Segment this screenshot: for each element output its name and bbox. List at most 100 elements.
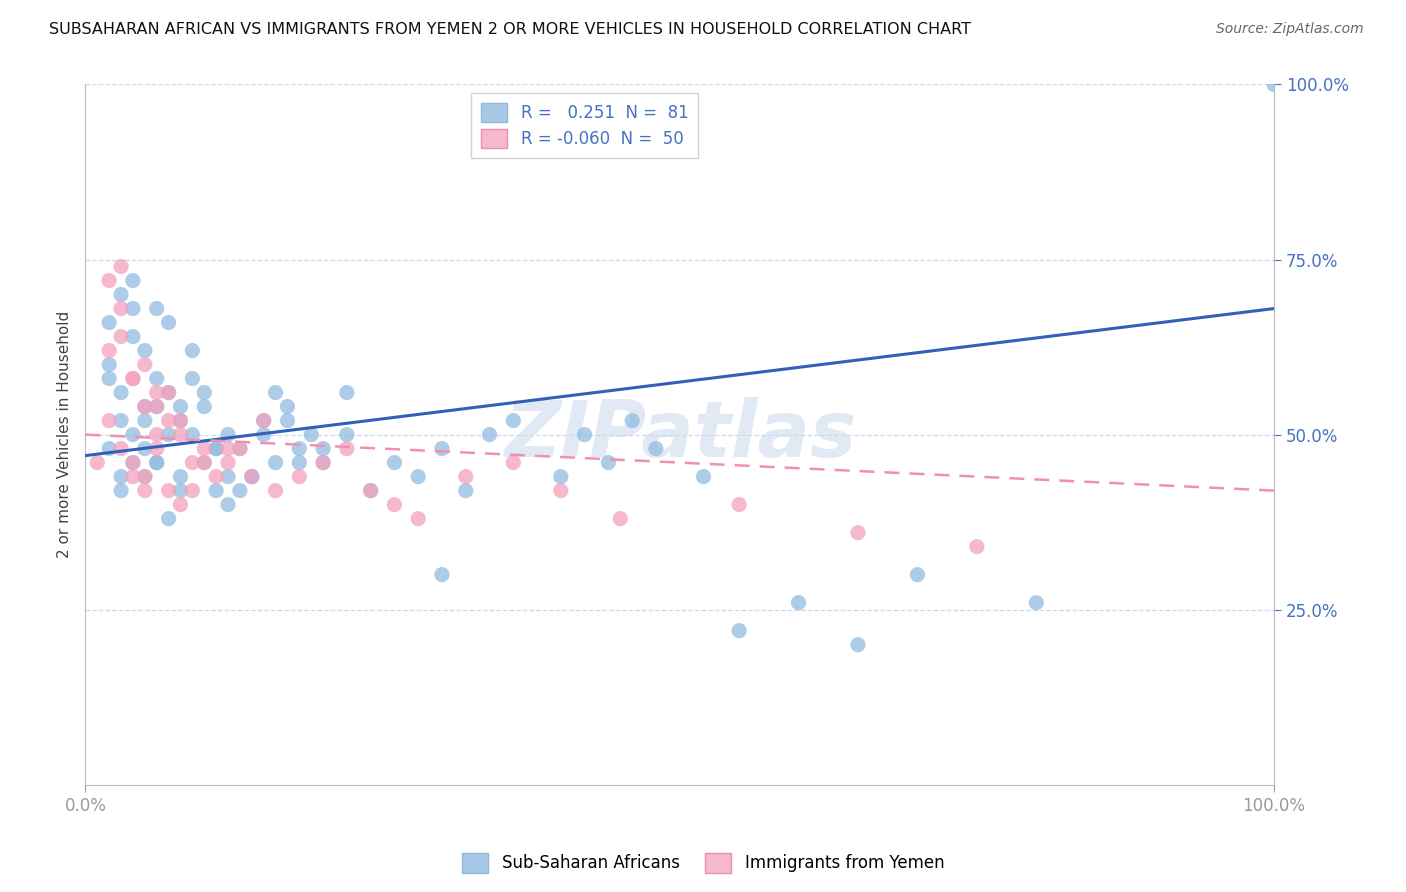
Point — [384, 456, 406, 470]
Point — [728, 624, 751, 638]
Point — [157, 385, 180, 400]
Point — [169, 414, 191, 428]
Point — [787, 596, 810, 610]
Point — [193, 442, 215, 456]
Text: ZIPatlas: ZIPatlas — [503, 397, 856, 473]
Point — [110, 442, 132, 456]
Point — [181, 456, 204, 470]
Point — [98, 371, 121, 385]
Point — [312, 442, 335, 456]
Point — [145, 400, 167, 414]
Point — [134, 343, 156, 358]
Point — [846, 525, 869, 540]
Point — [205, 442, 228, 456]
Legend: Sub-Saharan Africans, Immigrants from Yemen: Sub-Saharan Africans, Immigrants from Ye… — [456, 847, 950, 880]
Point — [598, 456, 620, 470]
Point — [134, 358, 156, 372]
Point — [336, 385, 359, 400]
Point — [692, 469, 714, 483]
Point — [181, 483, 204, 498]
Point — [253, 414, 276, 428]
Point — [145, 456, 167, 470]
Point — [169, 483, 191, 498]
Point — [288, 442, 311, 456]
Point — [406, 469, 429, 483]
Point — [98, 316, 121, 330]
Point — [145, 301, 167, 316]
Point — [336, 427, 359, 442]
Point — [574, 427, 596, 442]
Point — [276, 400, 298, 414]
Point — [1025, 596, 1047, 610]
Point — [169, 427, 191, 442]
Point — [145, 427, 167, 442]
Point — [966, 540, 988, 554]
Point — [430, 442, 453, 456]
Point — [193, 456, 215, 470]
Point — [169, 400, 191, 414]
Point — [145, 385, 167, 400]
Point — [193, 400, 215, 414]
Point — [253, 427, 276, 442]
Point — [454, 483, 477, 498]
Point — [110, 260, 132, 274]
Point — [122, 329, 145, 343]
Point — [384, 498, 406, 512]
Point — [276, 414, 298, 428]
Point — [122, 469, 145, 483]
Point — [240, 469, 263, 483]
Point — [134, 469, 156, 483]
Point — [846, 638, 869, 652]
Point — [217, 427, 239, 442]
Point — [169, 498, 191, 512]
Point — [145, 456, 167, 470]
Point — [240, 469, 263, 483]
Point — [169, 469, 191, 483]
Point — [299, 427, 322, 442]
Point — [1263, 78, 1285, 92]
Point — [288, 456, 311, 470]
Point — [181, 343, 204, 358]
Point — [145, 400, 167, 414]
Point — [134, 483, 156, 498]
Point — [406, 511, 429, 525]
Point — [98, 442, 121, 456]
Point — [205, 469, 228, 483]
Point — [122, 456, 145, 470]
Point — [217, 498, 239, 512]
Point — [98, 414, 121, 428]
Point — [134, 400, 156, 414]
Text: Source: ZipAtlas.com: Source: ZipAtlas.com — [1216, 22, 1364, 37]
Point — [110, 469, 132, 483]
Point — [360, 483, 382, 498]
Point — [145, 371, 167, 385]
Point — [502, 456, 524, 470]
Point — [181, 427, 204, 442]
Point — [157, 316, 180, 330]
Point — [229, 442, 252, 456]
Point — [454, 469, 477, 483]
Point — [110, 301, 132, 316]
Point — [360, 483, 382, 498]
Point — [122, 273, 145, 287]
Point — [157, 427, 180, 442]
Point — [550, 469, 572, 483]
Point — [181, 371, 204, 385]
Point — [193, 456, 215, 470]
Point — [110, 483, 132, 498]
Point — [134, 469, 156, 483]
Point — [264, 483, 287, 498]
Point — [134, 400, 156, 414]
Point — [157, 483, 180, 498]
Point — [240, 469, 263, 483]
Point — [145, 442, 167, 456]
Point — [478, 427, 501, 442]
Point — [134, 442, 156, 456]
Point — [98, 343, 121, 358]
Point — [205, 483, 228, 498]
Point — [110, 329, 132, 343]
Point — [264, 385, 287, 400]
Point — [110, 414, 132, 428]
Point — [134, 414, 156, 428]
Point — [550, 483, 572, 498]
